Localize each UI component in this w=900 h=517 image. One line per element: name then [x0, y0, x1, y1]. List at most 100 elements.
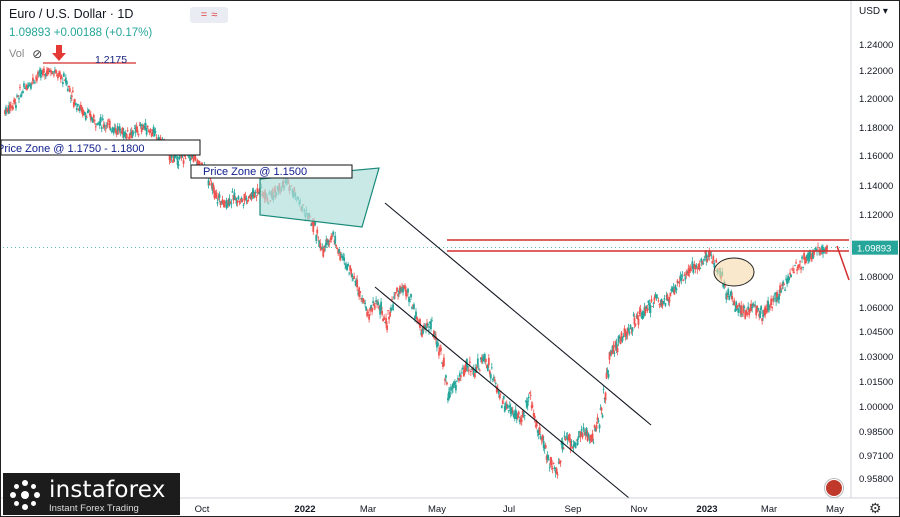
candle-body — [772, 298, 775, 302]
candle-body — [408, 296, 410, 302]
candle-body — [421, 329, 423, 337]
candle-body — [423, 325, 425, 329]
candle-body — [79, 104, 82, 108]
candle-body — [660, 298, 663, 306]
candle-body — [384, 322, 386, 324]
candle-body — [256, 188, 259, 194]
candle-body — [430, 321, 432, 330]
candle-body — [249, 195, 252, 198]
candle-body — [680, 277, 683, 281]
candle-body — [84, 115, 87, 120]
candle-body — [127, 137, 130, 139]
candle-body — [519, 417, 522, 423]
candle-body — [62, 73, 65, 77]
candle-body — [506, 405, 509, 409]
candle-body — [460, 372, 463, 374]
candle-body — [569, 440, 572, 450]
candle-body — [664, 302, 667, 306]
candle-body — [354, 281, 357, 283]
candle-body — [351, 274, 354, 278]
candle-body — [510, 408, 513, 414]
candle-body — [618, 337, 621, 339]
candle-body — [715, 259, 718, 263]
candle-body — [427, 324, 429, 326]
candle-body — [323, 248, 326, 252]
price-zone-box-2 — [190, 164, 353, 179]
candle-body — [75, 107, 78, 110]
candle-body — [480, 357, 483, 363]
candle-body — [512, 413, 515, 417]
candle-body — [778, 293, 781, 300]
candle-body — [319, 243, 322, 249]
candle-body — [684, 277, 687, 280]
candle-body — [729, 294, 732, 296]
candle-body — [111, 127, 114, 133]
candle-body — [16, 95, 18, 97]
candle-body — [748, 309, 751, 316]
x-tick-label: 2022 — [294, 504, 315, 515]
candle-body — [103, 126, 106, 128]
candle-body — [533, 415, 536, 419]
candle-body — [809, 250, 811, 258]
candle-body — [102, 124, 105, 128]
y-tick-label: 1.14000 — [859, 181, 893, 192]
candle-body — [616, 347, 619, 353]
candle-body — [37, 72, 39, 75]
candle-body — [655, 294, 658, 299]
candle-body — [107, 121, 110, 122]
candle-body — [93, 120, 96, 122]
y-tick-label: 1.08000 — [859, 272, 893, 283]
us-flag-icon[interactable] — [825, 479, 843, 497]
candle-body — [586, 433, 589, 441]
candle-body — [336, 247, 339, 250]
volume-toggle[interactable]: Vol ⊘ — [9, 47, 152, 61]
candle-body — [128, 133, 131, 139]
candle-body — [168, 151, 171, 161]
candle-body — [744, 312, 747, 319]
candle-body — [566, 436, 569, 441]
candle-body — [540, 439, 543, 441]
candle-body — [511, 410, 514, 412]
candle-body — [474, 367, 477, 373]
candle-body — [670, 288, 673, 292]
candle-body — [121, 127, 124, 135]
eye-hidden-icon[interactable]: ⊘ — [32, 47, 43, 61]
candle-body — [675, 288, 678, 291]
candle-body — [454, 381, 456, 384]
candle-body — [591, 433, 594, 441]
candle-body — [341, 256, 344, 259]
candle-body — [46, 70, 48, 75]
candle-body — [810, 256, 812, 260]
candle-body — [425, 326, 427, 329]
candle-body — [632, 314, 635, 316]
candle-body — [358, 287, 361, 297]
candle-body — [100, 127, 103, 129]
candle-body — [726, 295, 729, 298]
candle-body — [500, 405, 503, 408]
candle-body — [70, 95, 73, 97]
candle-body — [380, 301, 382, 311]
candle-body — [759, 311, 762, 318]
candle-body — [700, 258, 703, 263]
chart-style-button[interactable]: = ≈ — [190, 7, 228, 23]
candle-body — [780, 290, 783, 293]
candle-body — [401, 287, 403, 289]
candle-body — [612, 344, 615, 354]
y-tick-label: 1.04500 — [859, 327, 893, 338]
candle-body — [651, 306, 654, 308]
candle-body — [134, 127, 137, 133]
candle-body — [800, 267, 802, 270]
candle-body — [607, 373, 610, 378]
symbol-title[interactable]: Euro / U.S. Dollar · 1D — [9, 7, 134, 21]
candle-body — [157, 136, 160, 141]
highlight-ellipse — [713, 257, 755, 287]
candle-body — [804, 259, 806, 264]
candle-body — [130, 130, 133, 139]
candle-body — [706, 259, 709, 262]
candle-body — [653, 297, 656, 301]
candle-body — [422, 327, 424, 334]
candle-body — [811, 253, 813, 260]
currency-selector[interactable]: USD ▾ — [859, 6, 888, 17]
gear-icon[interactable]: ⚙ — [869, 500, 882, 516]
